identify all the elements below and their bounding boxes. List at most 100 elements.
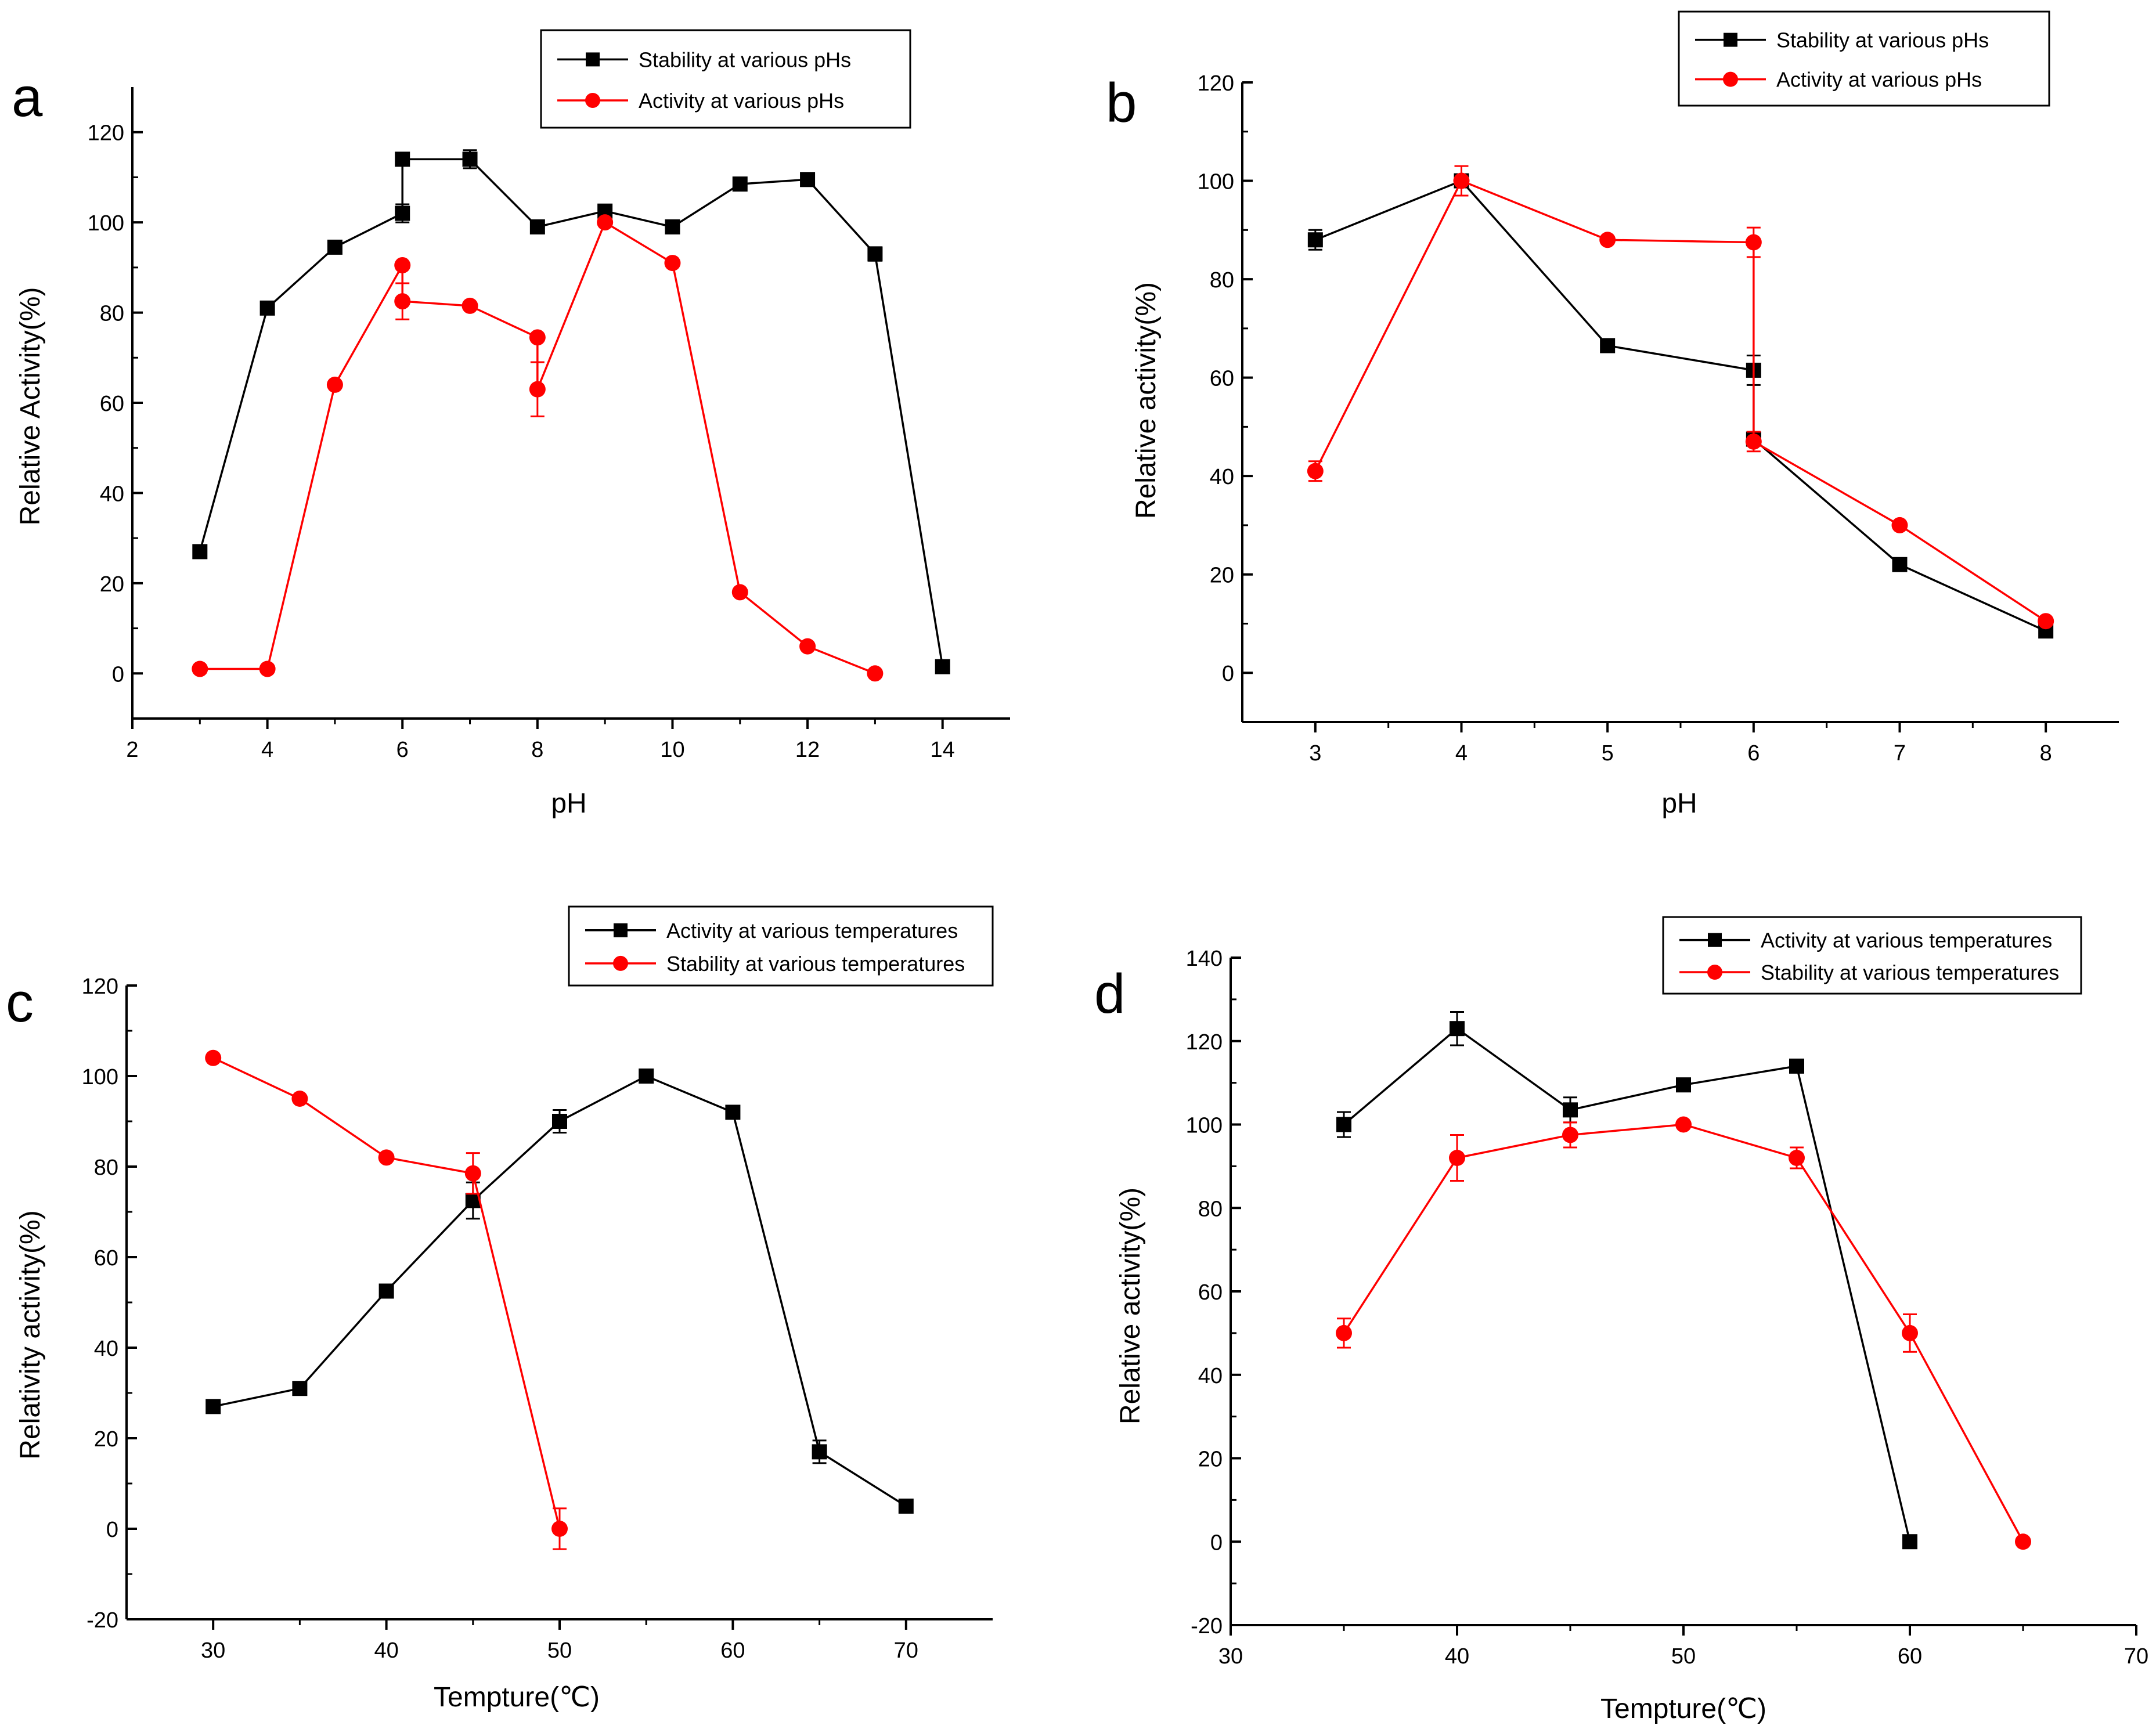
data-point xyxy=(529,329,546,346)
data-point xyxy=(394,293,411,310)
series-black xyxy=(1336,1010,1917,1550)
chart-panel-a: 0 20 40 60 80 100 120 2 4 6 8 10 12 14 pH Relative Acti… xyxy=(12,29,1010,819)
legend-marker xyxy=(614,923,628,937)
series-red xyxy=(205,1049,568,1550)
x-tick-label: 8 xyxy=(2040,741,2052,766)
data-point xyxy=(395,151,410,167)
series-black xyxy=(192,149,950,674)
series-line xyxy=(200,221,876,674)
x-axis-title: pH xyxy=(551,788,586,819)
y-tick-label: 60 xyxy=(100,392,124,416)
x-tick-label: 7 xyxy=(1894,741,1906,766)
x-tick-label: 4 xyxy=(261,738,273,762)
data-point xyxy=(394,257,411,273)
data-point xyxy=(464,1165,481,1182)
chart-panel-b: 0 20 40 60 80 100 120 3 4 5 6 7 8 pH Relative activity… xyxy=(1106,10,2119,819)
y-tick-label: 120 xyxy=(1186,1030,1223,1055)
legend: Activity at various temperatures Stabilit… xyxy=(1662,916,2082,995)
y-tick-label: 40 xyxy=(94,1337,118,1361)
y-tick-label: 60 xyxy=(1210,367,1234,391)
data-point xyxy=(1307,463,1324,479)
y-tick-label: 40 xyxy=(100,482,124,506)
series-red xyxy=(1336,1116,2031,1550)
data-point xyxy=(1449,1150,1465,1166)
data-point xyxy=(1789,1058,1804,1074)
x-tick-label: 14 xyxy=(931,738,955,762)
legend: Stability at various pHs Activity at vari… xyxy=(540,29,911,129)
y-tick-label: 0 xyxy=(1222,662,1234,686)
series-line xyxy=(1343,1123,2024,1543)
legend-marker xyxy=(585,92,600,108)
y-tick-label: 20 xyxy=(1210,564,1234,588)
data-point xyxy=(665,219,680,234)
x-axis-title: pH xyxy=(1661,788,1697,819)
data-point xyxy=(259,660,276,677)
data-point xyxy=(551,1521,568,1537)
series-line xyxy=(199,158,944,667)
y-tick-label: -20 xyxy=(1191,1614,1223,1638)
data-point xyxy=(292,1381,308,1396)
y-tick-label: -20 xyxy=(86,1608,118,1633)
legend-marker xyxy=(1723,71,1738,87)
data-point xyxy=(1789,1150,1805,1166)
legend-marker xyxy=(1724,33,1737,47)
data-point xyxy=(2015,1533,2031,1550)
y-axis-title: Relative activity(%) xyxy=(1115,1187,1146,1424)
x-tick-label: 30 xyxy=(201,1638,225,1663)
series-black xyxy=(205,1069,914,1514)
y-tick-label: 80 xyxy=(100,302,124,326)
chart-panel-c: -20 0 20 40 60 80 100 120 30 40 50 60 70 Tempture(℃) R… xyxy=(6,905,994,1713)
data-point xyxy=(192,660,208,677)
series-line xyxy=(1343,1027,1911,1542)
data-point xyxy=(1450,1021,1465,1037)
y-tick-label: 0 xyxy=(1210,1531,1223,1555)
data-point xyxy=(597,214,614,231)
data-point xyxy=(552,1114,567,1129)
data-point xyxy=(664,255,681,272)
y-tick-label: 100 xyxy=(1198,170,1234,194)
y-tick-label: 120 xyxy=(82,974,118,999)
data-point xyxy=(378,1149,395,1166)
data-point xyxy=(326,376,343,393)
data-point xyxy=(2038,613,2054,630)
data-point xyxy=(205,1049,222,1066)
y-tick-label: 20 xyxy=(94,1427,118,1452)
x-tick-label: 60 xyxy=(720,1638,745,1663)
y-tick-label: 80 xyxy=(94,1156,118,1180)
data-point xyxy=(395,205,410,221)
series-red xyxy=(1307,165,2054,630)
data-point xyxy=(898,1499,914,1514)
legend-label: Activity at various temperatures xyxy=(1761,929,2052,952)
series-red xyxy=(192,214,884,682)
data-point xyxy=(731,584,748,601)
data-point xyxy=(867,665,884,682)
series-black xyxy=(1307,173,2054,639)
legend-box xyxy=(1662,916,2082,995)
data-point xyxy=(867,246,883,262)
x-tick-label: 10 xyxy=(660,738,684,762)
y-tick-label: 140 xyxy=(1186,947,1223,971)
data-point xyxy=(205,1399,221,1414)
legend: Activity at various temperatures Stabilit… xyxy=(568,905,994,987)
data-point xyxy=(1745,433,1762,450)
x-axis-title: Tempture(℃) xyxy=(434,1682,600,1713)
data-point xyxy=(1675,1116,1692,1133)
panel-label: d xyxy=(1094,963,1125,1025)
x-axis-title: Tempture(℃) xyxy=(1600,1694,1766,1724)
series-line xyxy=(1315,179,2046,632)
data-point xyxy=(1336,1117,1351,1132)
x-tick-label: 5 xyxy=(1602,741,1614,766)
x-tick-label: 40 xyxy=(374,1638,398,1663)
x-tick-label: 3 xyxy=(1309,741,1321,766)
y-tick-label: 40 xyxy=(1210,465,1234,489)
y-tick-label: 60 xyxy=(94,1246,118,1270)
y-tick-label: 40 xyxy=(1198,1364,1223,1388)
legend-box xyxy=(540,29,911,129)
data-point xyxy=(1336,1324,1352,1341)
panel-label: c xyxy=(6,972,34,1034)
legend-box xyxy=(568,905,994,987)
data-point xyxy=(1902,1534,1917,1550)
y-tick-label: 0 xyxy=(106,1518,118,1542)
legend-box xyxy=(1678,10,2050,107)
